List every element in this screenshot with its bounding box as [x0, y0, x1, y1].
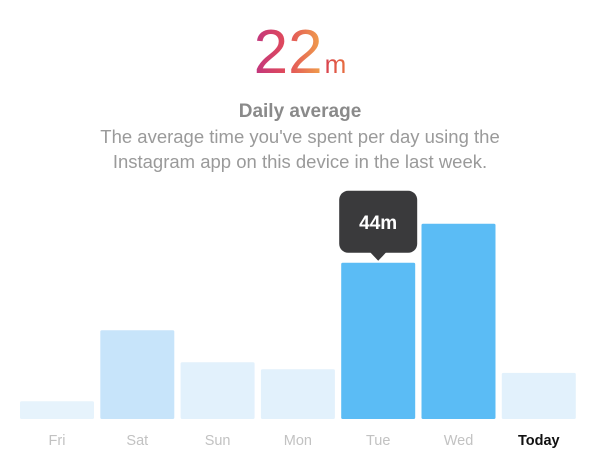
tick-label-tue: Tue — [366, 433, 390, 449]
value-tooltip: 44m — [339, 190, 418, 261]
tick-label-mon: Mon — [284, 433, 312, 449]
daily-average-title: Daily average — [238, 101, 362, 122]
tooltip-bubble — [339, 190, 418, 253]
tick-label-sun: Sun — [205, 433, 231, 449]
daily-average-description: The average time you've spent per day us… — [100, 126, 500, 172]
tooltip-value: 44m — [359, 213, 397, 234]
tick-label-fri: Fri — [49, 433, 66, 449]
daily-average-number: 22 — [253, 18, 323, 87]
bar-fri[interactable] — [20, 401, 94, 419]
bar-today[interactable] — [501, 372, 576, 419]
daily-average-value: 22m — [0, 22, 600, 84]
bar-wed[interactable] — [421, 223, 496, 419]
daily-average-unit: m — [324, 49, 347, 79]
bar-sun[interactable] — [180, 362, 255, 419]
bar-mon[interactable] — [260, 369, 335, 419]
tick-label-wed: Wed — [444, 433, 474, 449]
tick-label-today: Today — [518, 433, 560, 449]
bar-tue[interactable] — [341, 262, 416, 419]
tooltip-pointer — [370, 252, 387, 261]
tick-label-sat: Sat — [126, 433, 148, 449]
bar-sat[interactable] — [100, 330, 175, 419]
